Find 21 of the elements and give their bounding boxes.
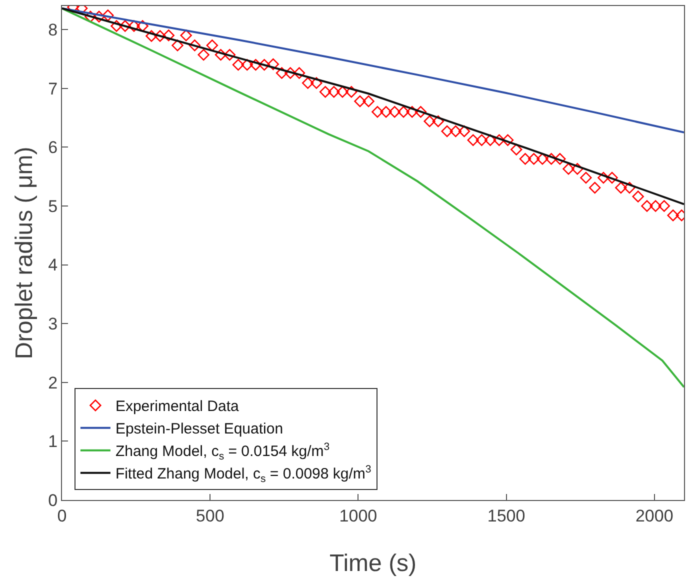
y-tick-label: 6: [48, 138, 58, 158]
x-tick-label: 500: [196, 506, 224, 526]
y-tick-label: 8: [48, 20, 58, 40]
x-tick-label: 2000: [635, 506, 674, 526]
line-series: [62, 7, 684, 134]
y-axis-title: Droplet radius ( μm): [11, 146, 38, 360]
x-tick-label: 1000: [339, 506, 378, 526]
legend-label: Epstein-Plesset Equation: [115, 420, 284, 438]
y-tick-label: 7: [48, 79, 58, 98]
legend-label: Zhang Model, c$_{s}$ = 0.0154 kg/m$^{3}$: [115, 440, 330, 462]
x-tick-label: 1500: [487, 506, 526, 526]
legend-label: Fitted Zhang Model, c$_{s}$ = 0.0098 kg/m$^{3}$: [115, 463, 372, 485]
x-axis-title: Time (s): [329, 550, 417, 577]
y-tick-label: 5: [48, 196, 58, 216]
y-tick-label: 1: [48, 432, 58, 452]
y-tick-label: 0: [48, 490, 58, 510]
line-series: [62, 7, 684, 388]
y-tick-label: 3: [48, 314, 58, 334]
legend-label: Experimental Data: [115, 398, 240, 416]
y-tick-label: 2: [48, 373, 58, 392]
y-tick-label: 4: [48, 256, 58, 275]
